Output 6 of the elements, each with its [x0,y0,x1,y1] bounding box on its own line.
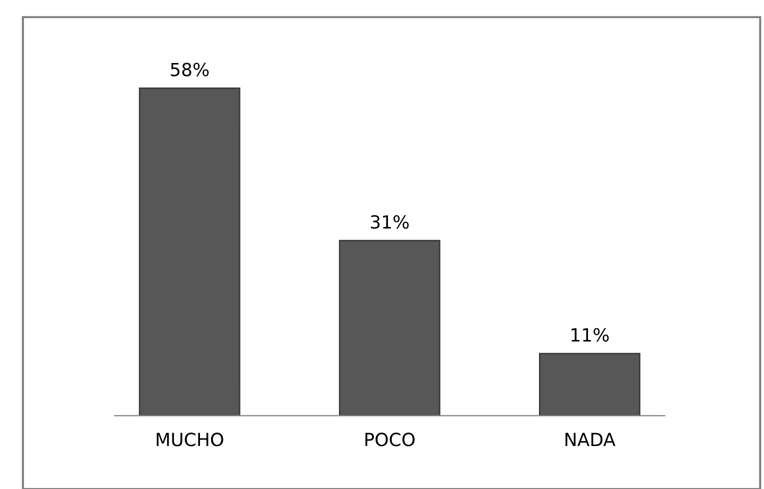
x-tick-label: POCO [365,432,415,446]
data-label: 31% [370,215,409,229]
data-label: 58% [170,62,209,76]
x-tick-label: MUCHO [156,432,224,446]
data-label: 11% [572,328,609,342]
x-tick-label: NADA [566,432,616,446]
